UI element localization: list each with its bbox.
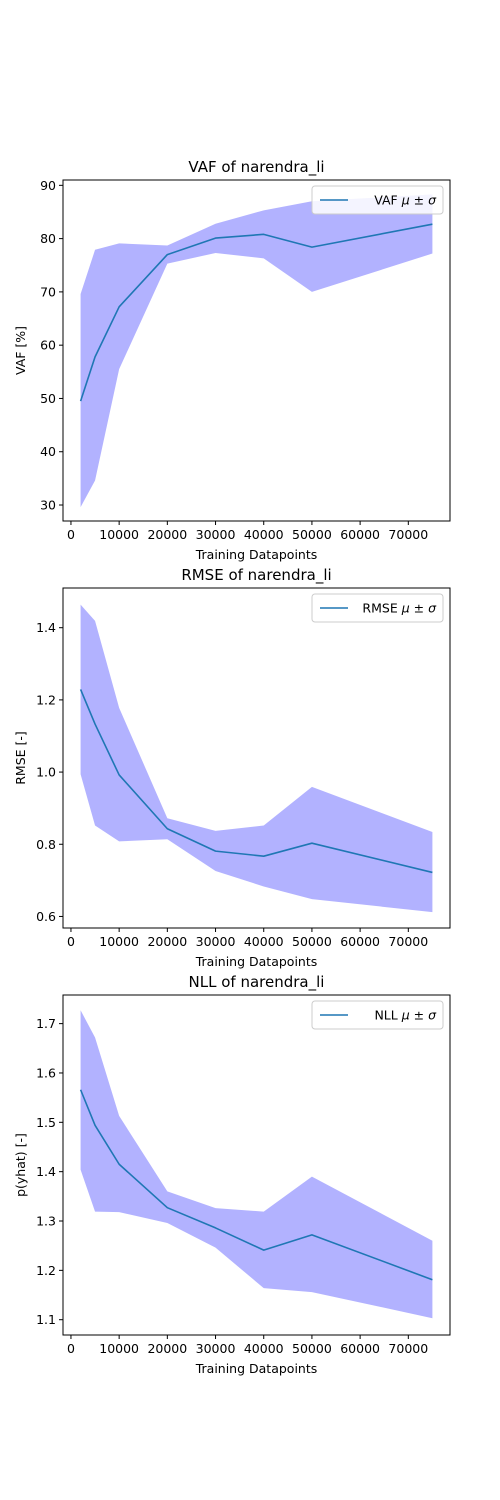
x-tick-label: 0 <box>67 1341 75 1356</box>
x-tick-label: 0 <box>67 934 75 949</box>
y-tick-label: 1.3 <box>36 1214 56 1229</box>
x-tick-label: 10000 <box>99 1341 139 1356</box>
y-tick-label: 1.2 <box>36 1263 56 1278</box>
legend-box <box>311 185 444 215</box>
x-axis-label: Training Datapoints <box>195 1361 318 1376</box>
x-tick-label: 20000 <box>147 934 187 949</box>
axes-frame <box>62 179 451 522</box>
legend-label-math: μ ± σ <box>401 1008 437 1023</box>
x-tick-label: 20000 <box>147 1341 187 1356</box>
legend: VAF μ ± σ <box>311 185 444 215</box>
legend-box <box>311 593 444 623</box>
chart-title: VAF of narendra_li <box>188 158 324 177</box>
x-tick-label: 40000 <box>244 934 284 949</box>
mean-line <box>79 223 433 402</box>
x-tick-label: 0 <box>67 527 75 542</box>
y-tick-label: 80 <box>40 231 56 246</box>
y-tick-label: 40 <box>40 444 56 459</box>
x-tick-label: 70000 <box>388 934 428 949</box>
x-tick-label: 30000 <box>196 934 236 949</box>
legend-label-series: RMSE <box>362 601 401 616</box>
y-axis-label: VAF [%] <box>13 326 28 375</box>
legend-box <box>311 1000 444 1030</box>
x-tick-label: 70000 <box>388 527 428 542</box>
legend-label: RMSE μ ± σ <box>362 601 437 616</box>
y-tick-label: 1.0 <box>36 765 56 780</box>
x-tick-label: 40000 <box>244 1341 284 1356</box>
mean-line <box>79 1089 433 1281</box>
legend-label-series: NLL <box>374 1008 401 1023</box>
y-tick-label: 70 <box>40 284 56 299</box>
x-tick-label: 60000 <box>340 527 380 542</box>
x-tick-label: 50000 <box>292 1341 332 1356</box>
y-tick-label: 60 <box>40 338 56 353</box>
legend-label: VAF μ ± σ <box>374 193 437 208</box>
x-axis-label: Training Datapoints <box>195 547 318 562</box>
x-tick-label: 10000 <box>99 934 139 949</box>
x-tick-label: 30000 <box>196 1341 236 1356</box>
y-tick-label: 30 <box>40 498 56 513</box>
x-tick-label: 60000 <box>340 934 380 949</box>
axes-frame <box>62 994 451 1336</box>
chart-title: RMSE of narendra_li <box>181 566 331 585</box>
chart-panel-2: 0 10000 20000 30000 40000 50000 60000 70000 0.6 0… <box>13 566 451 969</box>
y-tick-label: 1.7 <box>36 1016 56 1031</box>
y-tick-label: 1.2 <box>36 692 56 707</box>
y-tick-label: 50 <box>40 391 56 406</box>
x-tick-label: 60000 <box>340 1341 380 1356</box>
std-band <box>80 194 433 508</box>
legend: NLL μ ± σ <box>311 1000 444 1030</box>
y-tick-label: 1.1 <box>36 1312 56 1327</box>
mean-line <box>79 689 433 874</box>
legend-label-series: VAF <box>374 193 401 208</box>
y-axis-label: p(yhat) [-] <box>13 1133 28 1197</box>
axes-frame <box>62 587 451 929</box>
y-tick-label: 0.8 <box>36 837 56 852</box>
y-tick-label: 0.6 <box>36 909 56 924</box>
legend-label-math: μ ± σ <box>401 601 437 616</box>
y-tick-label: 1.4 <box>36 620 56 635</box>
x-axis-label: Training Datapoints <box>195 954 318 969</box>
chart-title: NLL of narendra_li <box>189 973 325 992</box>
chart-panel-1: 0 10000 20000 30000 40000 50000 60000 70000 30 40… <box>13 158 451 562</box>
y-tick-label: 1.5 <box>36 1115 56 1130</box>
legend-label-math: μ ± σ <box>401 193 437 208</box>
legend-label: NLL μ ± σ <box>374 1008 437 1023</box>
legend: RMSE μ ± σ <box>311 593 444 623</box>
y-axis-label: RMSE [-] <box>13 731 28 785</box>
x-tick-label: 20000 <box>147 527 187 542</box>
std-band <box>80 1010 433 1319</box>
y-tick-label: 1.6 <box>36 1065 56 1080</box>
x-tick-label: 50000 <box>292 934 332 949</box>
y-tick-label: 90 <box>40 178 56 193</box>
x-tick-label: 50000 <box>292 527 332 542</box>
std-band <box>80 604 433 913</box>
x-tick-label: 70000 <box>388 1341 428 1356</box>
x-tick-label: 10000 <box>99 527 139 542</box>
x-tick-label: 30000 <box>196 527 236 542</box>
y-tick-label: 1.4 <box>36 1164 56 1179</box>
chart-panel-3: 0 10000 20000 30000 40000 50000 60000 70000 1.1 1… <box>13 973 451 1376</box>
x-tick-label: 40000 <box>244 527 284 542</box>
